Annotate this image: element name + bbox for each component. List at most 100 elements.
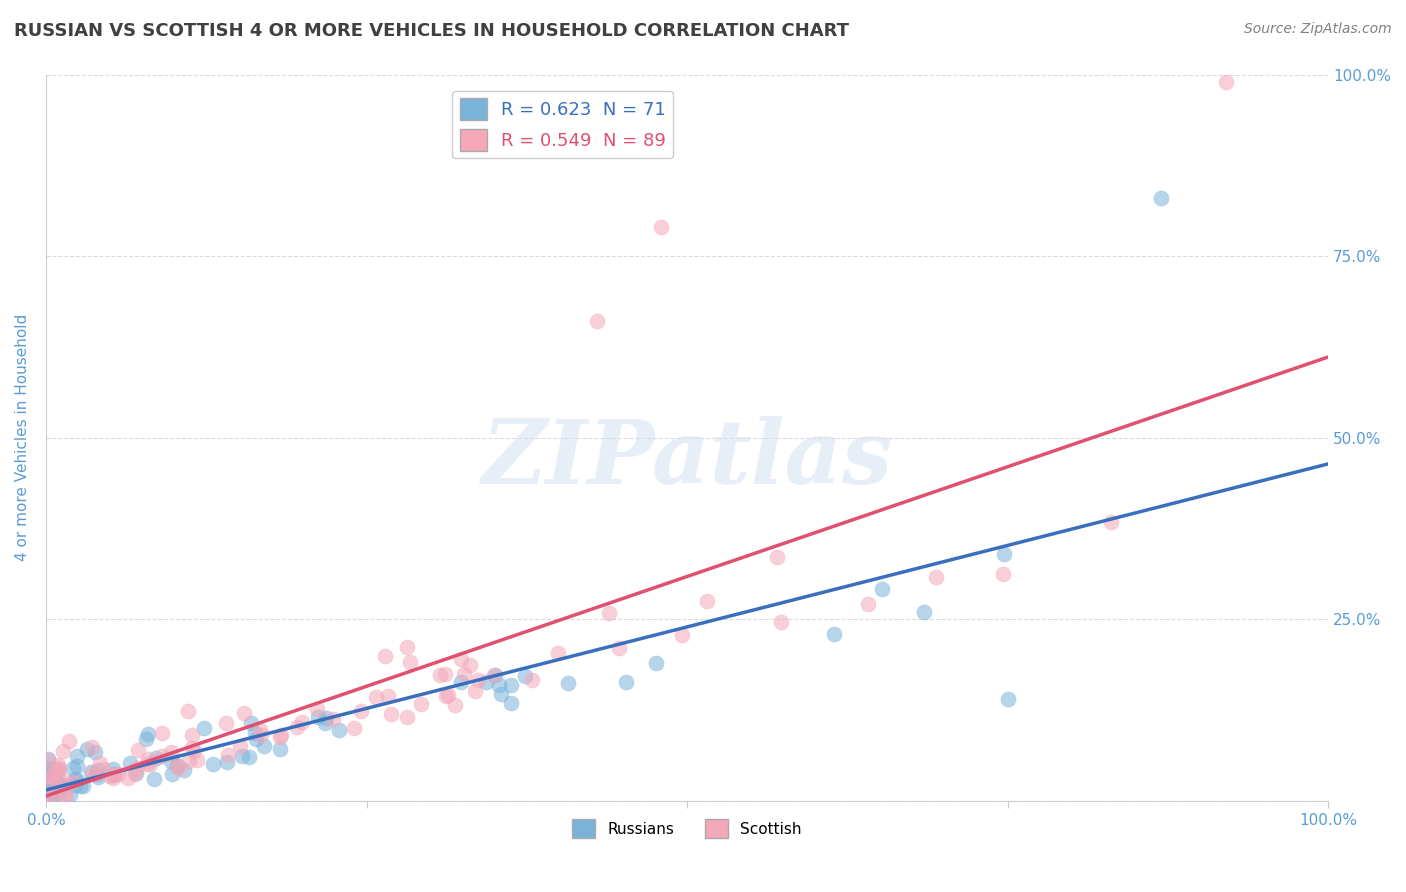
Point [98,769,121,783]
Point [37,787,59,801]
Point [409,698,432,712]
Point [37,752,59,766]
Point [48,772,70,787]
Point [993,547,1015,561]
Point [489,687,512,701]
Point [87,764,110,778]
Point [238,749,260,764]
Point [547,646,569,660]
Point [696,593,718,607]
Point [453,667,475,681]
Point [467,673,489,688]
Point [607,640,630,655]
Point [117,771,139,785]
Point [315,710,337,724]
Point [343,721,366,735]
Point [101,762,124,776]
Point [38,768,60,782]
Point [434,690,457,704]
Point [39,772,62,786]
Point [58,734,80,748]
Point [44,765,66,780]
Point [193,722,215,736]
Point [645,657,668,671]
Point [766,550,789,565]
Point [245,731,267,746]
Point [52,773,75,788]
Point [1099,516,1122,530]
Point [37,774,59,789]
Point [135,756,157,771]
Point [62,775,84,789]
Point [396,640,419,654]
Point [671,628,693,642]
Point [437,688,460,702]
Point [186,753,208,767]
Point [87,770,110,784]
Point [997,692,1019,706]
Point [53,789,76,803]
Point [307,710,329,724]
Point [48,786,70,800]
Point [107,766,129,780]
Point [42,788,65,802]
Point [233,706,256,720]
Point [124,766,146,780]
Point [82,740,104,755]
Point [37,753,59,767]
Point [169,761,191,775]
Point [84,767,107,781]
Point [598,606,620,620]
Point [872,582,894,596]
Point [46,763,69,777]
Point [45,782,67,797]
Point [823,627,845,641]
Point [63,772,86,787]
Point [183,744,205,758]
Point [142,772,165,786]
Point [366,690,388,705]
Point [37,788,59,802]
Point [80,764,103,779]
Point [991,566,1014,581]
Point [253,739,276,753]
Point [181,740,204,755]
Y-axis label: 4 or more Vehicles in Household: 4 or more Vehicles in Household [15,314,30,561]
Point [38,784,60,798]
Point [101,771,124,785]
Point [201,757,224,772]
Point [135,732,157,747]
Legend: Russians, Scottish: Russians, Scottish [567,814,808,844]
Point [52,744,75,758]
Point [1215,75,1237,89]
Point [136,752,159,766]
Point [484,668,506,682]
Point [374,648,396,663]
Point [44,766,66,780]
Point [180,728,202,742]
Point [86,767,108,781]
Point [229,739,252,754]
Point [231,748,253,763]
Point [217,747,239,762]
Point [314,715,336,730]
Point [464,683,486,698]
Point [48,758,70,772]
Point [160,754,183,768]
Point [249,728,271,742]
Point [433,667,456,681]
Point [53,789,76,804]
Point [48,762,70,776]
Point [145,751,167,765]
Point [38,762,60,776]
Point [499,678,522,692]
Point [240,715,263,730]
Point [39,784,62,798]
Point [127,743,149,757]
Point [399,655,422,669]
Point [1150,191,1173,205]
Point [53,778,76,792]
Point [177,704,200,718]
Point [59,788,82,802]
Point [377,689,399,703]
